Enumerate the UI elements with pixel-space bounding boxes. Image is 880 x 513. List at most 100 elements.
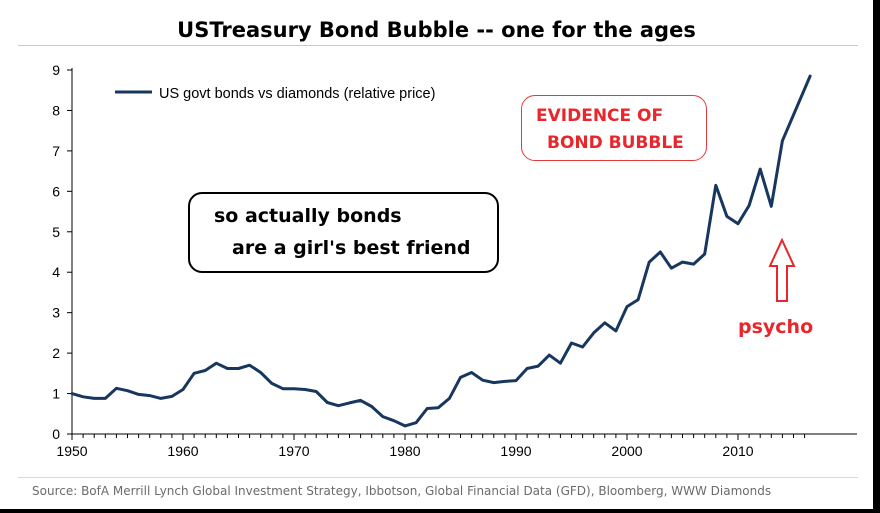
data-point <box>503 380 507 383</box>
data-point <box>248 364 251 367</box>
data-point <box>448 397 451 400</box>
data-point <box>126 389 129 392</box>
data-point <box>592 331 595 335</box>
y-tick-label: 9 <box>52 62 60 78</box>
data-point <box>326 401 329 404</box>
data-point <box>226 367 229 370</box>
y-tick-label: 1 <box>52 386 60 402</box>
data-point <box>492 381 495 384</box>
callout-text-line-2: are a girl's best friend <box>232 237 471 259</box>
data-point <box>359 399 362 402</box>
x-tick-label: 1980 <box>389 443 420 459</box>
data-point <box>703 252 706 256</box>
data-point <box>93 397 96 400</box>
data-point <box>115 387 118 390</box>
x-tick-label: 1950 <box>56 443 87 459</box>
x-tick-label: 1960 <box>167 443 198 459</box>
data-point <box>181 388 185 391</box>
chart-legend: US govt bonds vs diamonds (relative pric… <box>115 86 435 102</box>
data-point <box>437 406 440 409</box>
data-point <box>681 260 684 264</box>
data-point <box>370 405 373 408</box>
data-point <box>770 205 773 208</box>
data-point <box>570 341 573 345</box>
x-tick-label: 1970 <box>278 443 309 459</box>
evidence-callout: EVIDENCE OF BOND BUBBLE <box>521 95 707 161</box>
data-point <box>315 390 318 393</box>
data-point <box>714 184 717 187</box>
data-point <box>414 421 418 424</box>
data-point <box>514 379 518 382</box>
y-tick-label: 5 <box>52 224 60 240</box>
y-tick-label: 8 <box>52 102 60 118</box>
data-point <box>70 392 74 395</box>
data-point <box>348 401 351 405</box>
source-divider <box>18 477 858 478</box>
data-point <box>148 394 151 397</box>
data-point <box>548 353 551 357</box>
data-point <box>736 222 740 225</box>
data-point <box>759 167 762 171</box>
y-tick-label: 3 <box>52 305 60 321</box>
callout-text-line-1: so actually bonds <box>214 205 402 227</box>
data-point <box>303 388 307 391</box>
data-point <box>614 329 618 333</box>
y-tick-label: 2 <box>52 345 60 361</box>
data-point <box>237 367 240 370</box>
data-point <box>781 139 784 142</box>
data-point <box>670 266 673 270</box>
data-point <box>725 215 729 218</box>
data-point <box>525 367 529 370</box>
data-point <box>381 415 384 418</box>
data-point <box>104 397 107 400</box>
data-point <box>292 387 296 390</box>
data-point <box>259 371 262 374</box>
data-point <box>81 395 85 398</box>
y-tick-label: 6 <box>52 183 60 199</box>
title-divider <box>18 45 858 46</box>
x-tick-label: 2000 <box>611 443 642 459</box>
evidence-text-line-1: EVIDENCE OF <box>536 106 664 126</box>
data-point <box>204 369 207 372</box>
data-point <box>603 321 606 324</box>
data-point <box>459 376 462 379</box>
data-point <box>481 379 484 382</box>
data-point <box>270 382 273 385</box>
x-tick-label: 2010 <box>722 443 753 459</box>
data-point <box>403 424 407 428</box>
data-point <box>281 387 285 390</box>
up-arrow-icon <box>768 238 796 302</box>
data-point <box>659 250 662 254</box>
data-point <box>648 260 651 264</box>
data-point <box>747 204 751 207</box>
psycho-annotation: psycho <box>738 316 814 338</box>
data-point <box>426 407 429 410</box>
evidence-text-line-2: BOND BUBBLE <box>547 133 684 153</box>
data-point <box>170 395 174 398</box>
y-tick-label: 0 <box>52 426 60 442</box>
x-tick-label: 1990 <box>500 443 531 459</box>
source-note: Source: BofA Merrill Lynch Global Invest… <box>32 484 772 498</box>
data-point <box>692 262 695 266</box>
series-line <box>70 74 812 428</box>
data-point <box>215 362 218 365</box>
data-point <box>559 362 562 365</box>
data-point <box>470 371 473 374</box>
data-point <box>537 364 540 368</box>
data-point <box>137 393 140 396</box>
chart-title: USTreasury Bond Bubble -- one for the ag… <box>177 18 696 42</box>
data-point <box>192 372 196 375</box>
chart-axes: 0 1 2 3 4 5 6 7 8 9 1950 1960 1970 1980 1990 2000 2010 <box>52 62 857 459</box>
y-tick-label: 7 <box>52 143 60 159</box>
data-point <box>159 397 162 400</box>
data-point <box>636 298 640 301</box>
data-point <box>808 74 812 78</box>
data-point <box>581 345 584 349</box>
series-layer <box>70 74 812 428</box>
data-point <box>392 419 396 422</box>
girls-best-friend-callout: so actually bonds are a girl's best frie… <box>188 192 499 273</box>
data-point <box>337 404 340 407</box>
y-tick-label: 4 <box>52 264 60 280</box>
legend-label: US govt bonds vs diamonds (relative pric… <box>159 86 435 102</box>
